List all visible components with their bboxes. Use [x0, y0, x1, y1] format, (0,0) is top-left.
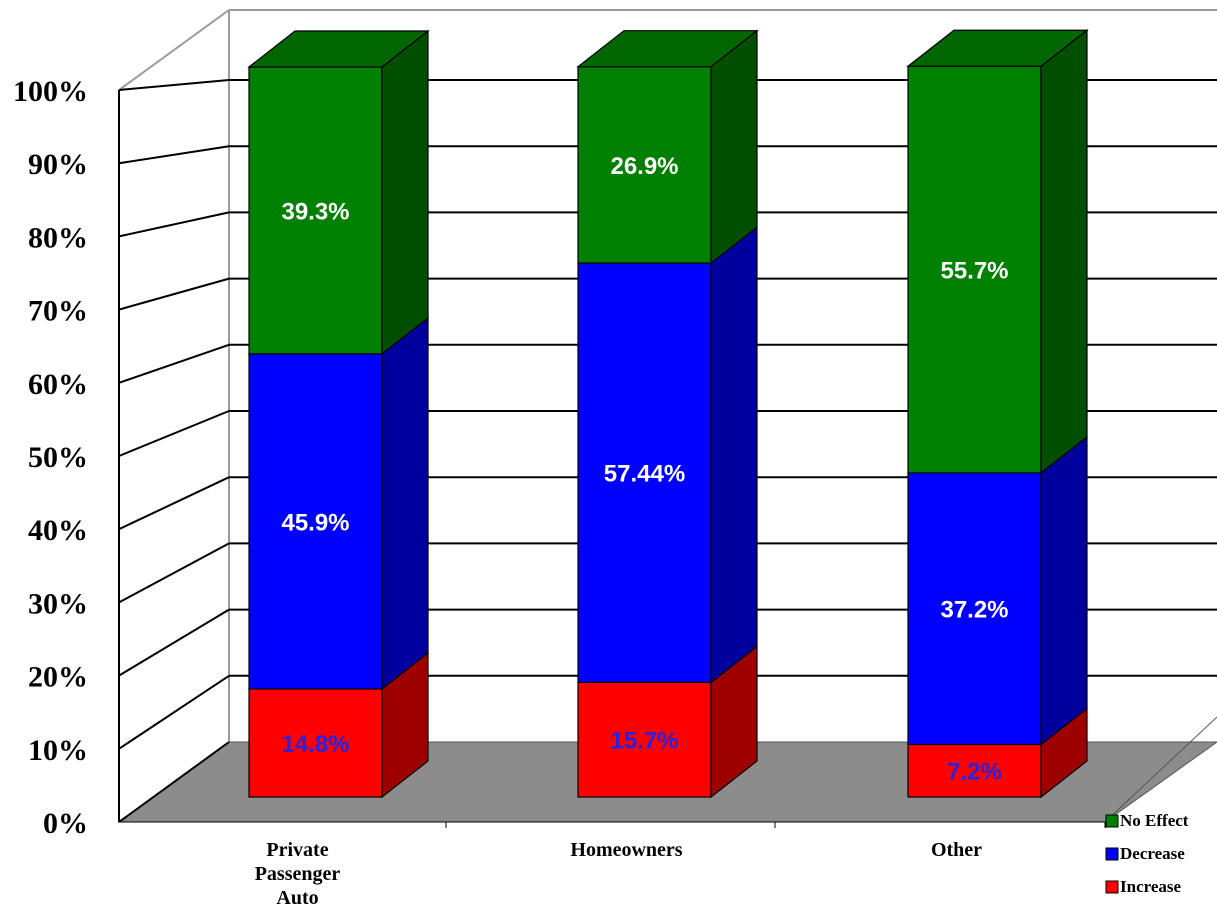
- y-tick-label: 60%: [28, 368, 88, 401]
- side-gridline: [118, 608, 230, 677]
- bar-side-decrease: [381, 316, 429, 691]
- x-category-label: Auto: [276, 887, 318, 909]
- y-tick-label: 50%: [28, 441, 88, 474]
- side-gridline: [118, 542, 230, 604]
- floor-right-edge: [1104, 716, 1217, 823]
- bar-top: [247, 30, 430, 68]
- bar-segment-no-effect: [577, 66, 712, 264]
- bar-segment-increase: [577, 681, 712, 798]
- data-label: 55.7%: [940, 258, 1008, 285]
- legend: No Effect Decrease Increase: [1105, 811, 1189, 896]
- legend-swatch-decrease: [1105, 847, 1119, 861]
- bar-segment-increase: [248, 688, 383, 798]
- bar-segment-decrease: [907, 472, 1042, 746]
- side-gridline: [118, 211, 230, 238]
- legend-swatch-no-effect: [1105, 814, 1119, 828]
- bar-segment-no-effect: [907, 65, 1042, 474]
- y-tick-label: 30%: [28, 587, 88, 620]
- side-gridline: [118, 674, 230, 750]
- data-label: 7.2%: [947, 759, 1002, 786]
- legend-label: Increase: [1120, 877, 1182, 896]
- data-labels: 14.8% 45.9% 39.3% 15.7% 57.44% 26.9% 7.2% 37.2%…: [281, 153, 1008, 786]
- back-wall-edge: [228, 9, 1217, 742]
- data-label: 45.9%: [281, 509, 349, 536]
- bar-segment-no-effect: [248, 66, 383, 355]
- y-tick-label: 90%: [28, 148, 88, 181]
- x-category-label: Private: [266, 839, 328, 861]
- side-gridline: [118, 343, 230, 384]
- bar-top: [906, 29, 1089, 67]
- side-gridline: [118, 145, 230, 165]
- data-label: 37.2%: [940, 597, 1008, 624]
- x-category-label: Homeowners: [570, 839, 682, 861]
- side-gridline: [118, 79, 230, 91]
- y-tick-label: 70%: [28, 295, 88, 328]
- bar-segment-increase: [907, 743, 1042, 798]
- data-label: 14.8%: [281, 731, 349, 758]
- side-gridline: [118, 476, 230, 531]
- x-category-label: Passenger: [255, 863, 341, 885]
- legend-label: No Effect: [1120, 811, 1189, 830]
- y-tick-label: 100%: [13, 75, 88, 108]
- bars: [247, 29, 1089, 799]
- data-label: 57.44%: [604, 461, 685, 488]
- y-tick-label: 80%: [28, 221, 88, 254]
- side-gridline: [118, 410, 230, 457]
- side-wall-top-edge: [118, 9, 230, 91]
- data-label: 26.9%: [610, 153, 678, 180]
- bar-side-no-effect: [381, 29, 429, 356]
- bar-side-decrease: [1040, 435, 1088, 746]
- y-axis: 0% 10% 20% 30% 40% 50% 60% 70% 80% 90% 100%: [13, 75, 120, 840]
- bar-side-decrease: [710, 225, 758, 684]
- legend-label: Decrease: [1120, 844, 1185, 863]
- data-label: 39.3%: [281, 198, 349, 225]
- bar-side-no-effect: [1040, 29, 1088, 475]
- data-label: 15.7%: [610, 728, 678, 755]
- chart-walls: [118, 9, 1217, 742]
- side-gridline: [118, 277, 230, 311]
- y-tick-label: 10%: [28, 734, 88, 767]
- bar-segment-decrease: [577, 262, 712, 683]
- legend-swatch-increase: [1105, 880, 1119, 894]
- bar-side-no-effect: [710, 29, 758, 265]
- bar-top: [576, 30, 759, 68]
- y-tick-label: 0%: [43, 807, 88, 840]
- y-tick-label: 40%: [28, 514, 88, 547]
- x-category-label: Other: [931, 839, 982, 861]
- side-gridline: [118, 741, 230, 823]
- y-tick-label: 20%: [28, 661, 88, 694]
